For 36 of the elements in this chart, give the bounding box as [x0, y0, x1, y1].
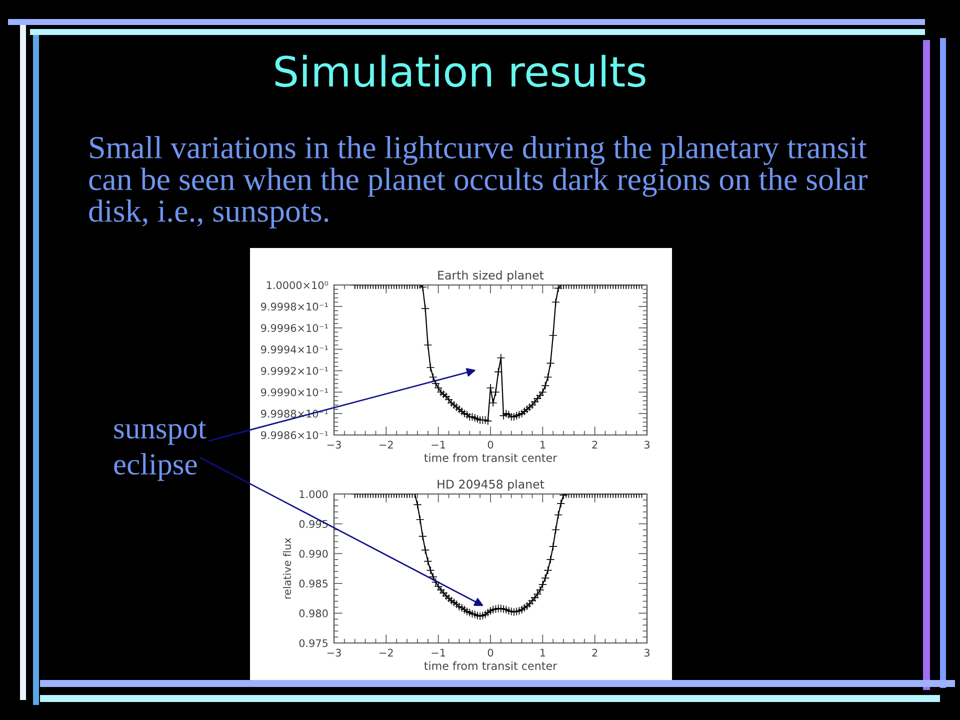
- annotation: eclipse: [114, 453, 197, 481]
- text: Small variations in the lightcurve during the planetary transit can be seen when the planet occults dark regions on the solar disk, i.e., sunspots.: [89, 136, 868, 228]
- x-tick-label: −1: [432, 440, 446, 448]
- x-tick-label: −1: [432, 648, 446, 656]
- y-tick-label: 0.975: [299, 639, 328, 648]
- y-tick-label: 9.9992×10⁻¹: [260, 366, 328, 375]
- x-tick-label: 3: [644, 440, 650, 449]
- y-tick-label: 9.9994×10⁻¹: [260, 346, 328, 354]
- y-tick-label: 0.985: [299, 580, 328, 588]
- x-tick-label: 3: [644, 648, 650, 657]
- x-tick-label: 0: [488, 648, 494, 657]
- x-axis-title: time from transit center: [424, 453, 558, 462]
- y-tick-label: 0.980: [299, 609, 328, 618]
- y-tick-label: 1.0000×10⁰: [266, 281, 328, 290]
- y-axis-title: relative flux: [282, 538, 292, 599]
- x-tick-label: −3: [327, 440, 341, 449]
- text: sunspot: [114, 421, 206, 445]
- y-tick-label: 1.000: [300, 490, 328, 498]
- y-tick-label: 9.9996×10⁻¹: [260, 324, 328, 332]
- x-tick-label: −2: [380, 648, 393, 656]
- x-axis-title: time from transit center: [424, 661, 558, 670]
- x-tick-label: 2: [592, 648, 598, 656]
- chart-title: Earth sized planet: [438, 270, 544, 282]
- text: Simulation results: [275, 54, 646, 88]
- y-tick-label: 0.990: [299, 550, 328, 558]
- x-tick-label: 1: [540, 648, 546, 656]
- y-tick-label: 9.9998×10⁻¹: [260, 302, 328, 311]
- chart-title: HD 209458 planet: [438, 479, 544, 491]
- x-tick-label: −2: [380, 440, 393, 448]
- x-tick-label: 0: [488, 440, 494, 449]
- y-tick-label: 0.995: [299, 520, 328, 528]
- x-tick-label: 1: [540, 440, 546, 448]
- x-tick-label: 2: [592, 440, 598, 448]
- y-tick-label: 9.9986×10⁻¹: [260, 431, 328, 440]
- y-tick-label: 9.9990×10⁻¹: [260, 388, 328, 396]
- x-tick-label: −3: [327, 648, 341, 657]
